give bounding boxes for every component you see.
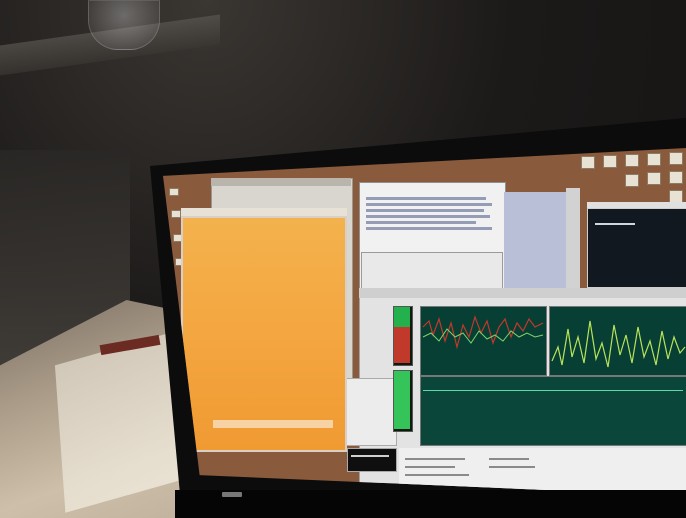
wine-glass <box>88 0 160 50</box>
laptop-bottom-bezel <box>175 490 686 518</box>
terminal-titlebar[interactable] <box>587 202 686 210</box>
baseline-trace <box>423 390 683 391</box>
brand-logo <box>222 492 242 497</box>
terminal-text-line <box>595 223 635 225</box>
list-item[interactable] <box>366 197 486 200</box>
desktop-file-icon[interactable] <box>625 154 639 167</box>
window-statusbar <box>213 420 333 428</box>
info-row <box>489 458 529 460</box>
info-panel <box>399 448 686 494</box>
desktop-file-icon[interactable] <box>647 172 661 185</box>
info-row <box>405 458 465 460</box>
list-item[interactable] <box>366 203 492 206</box>
desktop-file-icon[interactable] <box>625 174 639 187</box>
vertical-toolbar[interactable] <box>566 188 580 288</box>
gauge-fill-red <box>394 327 410 363</box>
desktop-file-icon[interactable] <box>647 153 661 166</box>
window-titlebar[interactable] <box>181 208 347 218</box>
gauge-fill-green <box>394 307 410 327</box>
desktop-file-icon[interactable] <box>669 171 683 184</box>
desktop-file-icon[interactable] <box>581 156 595 169</box>
signal-trace <box>551 320 686 368</box>
laptop-screen <box>163 148 686 496</box>
desktop-file-icon[interactable] <box>669 152 683 165</box>
info-row <box>405 474 469 476</box>
list-item[interactable] <box>366 209 484 212</box>
gauge-fill-green <box>394 371 410 429</box>
list-item[interactable] <box>366 215 490 218</box>
terminal-window[interactable] <box>587 208 686 288</box>
readout-text-line <box>351 455 389 457</box>
info-row <box>489 466 535 468</box>
digital-readout <box>347 448 397 472</box>
window-titlebar[interactable] <box>211 178 351 186</box>
orange-image-window[interactable] <box>181 216 347 452</box>
signal-trace <box>422 315 544 350</box>
list-item[interactable] <box>366 221 476 224</box>
info-row <box>405 466 455 468</box>
signal-graph <box>549 306 686 376</box>
monitor-titlebar[interactable] <box>359 288 686 298</box>
list-item[interactable] <box>366 227 492 230</box>
desktop-file-icon[interactable] <box>603 155 617 168</box>
desktop-file-icon[interactable] <box>171 210 181 218</box>
desktop-file-icon[interactable] <box>169 188 179 196</box>
signal-graph <box>420 376 686 446</box>
signal-graph <box>420 306 547 376</box>
list-side-panel <box>504 192 566 288</box>
side-controls-panel[interactable] <box>345 378 397 446</box>
